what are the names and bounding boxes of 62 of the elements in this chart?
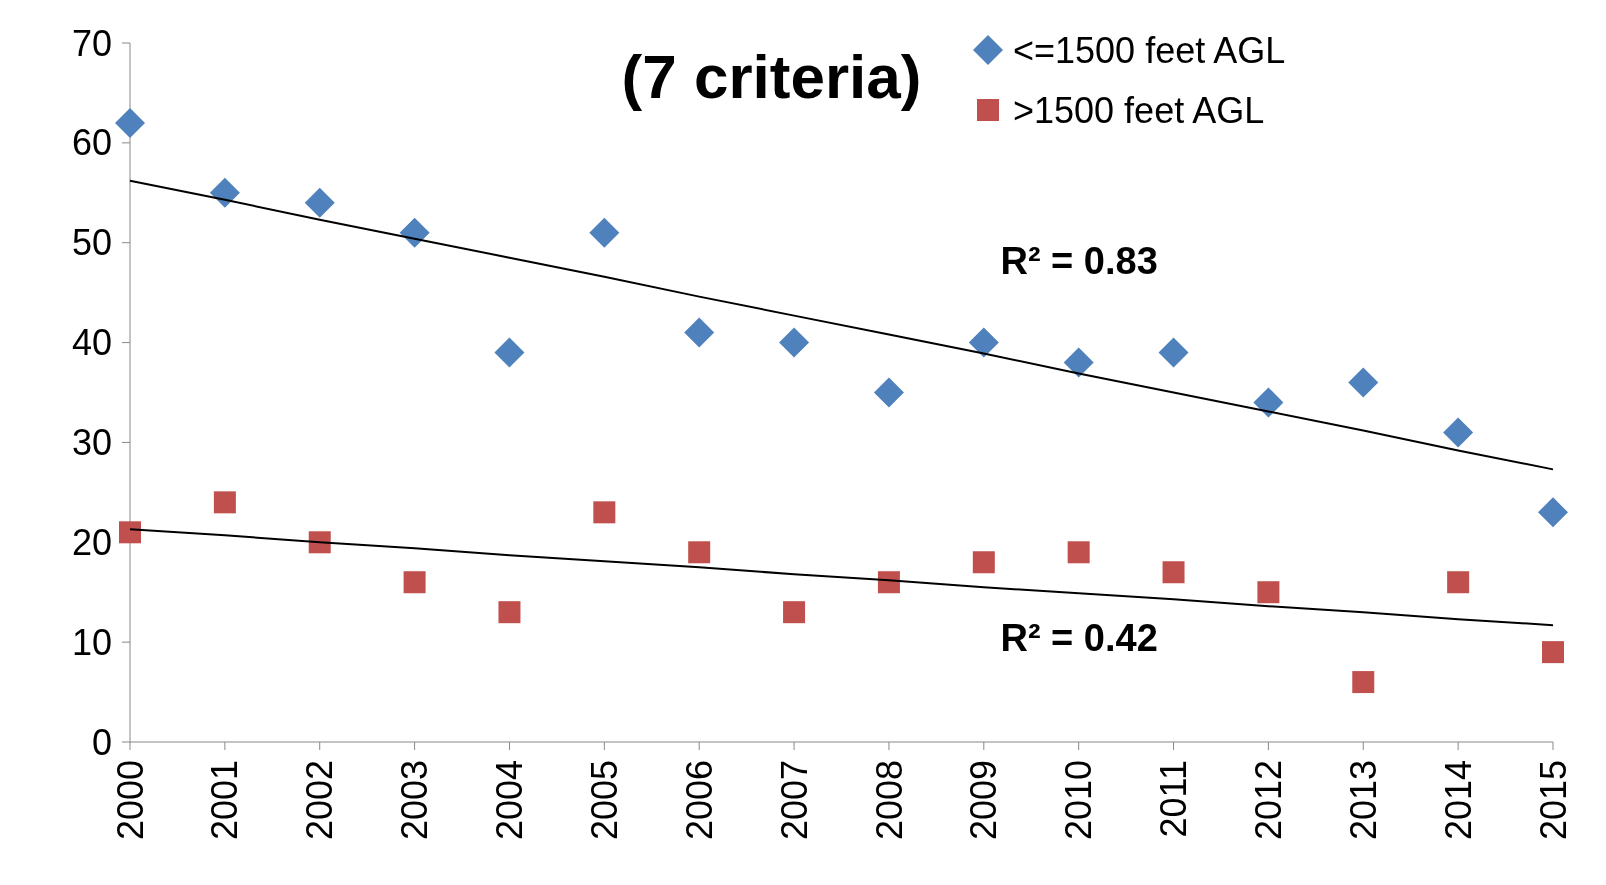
x-tick-label: 2012 bbox=[1248, 760, 1289, 841]
point bbox=[1253, 387, 1284, 418]
point bbox=[1162, 561, 1185, 584]
x-tick-label: 2007 bbox=[773, 760, 815, 841]
point bbox=[498, 601, 521, 624]
x-tick-label: 2000 bbox=[109, 760, 151, 841]
point bbox=[1158, 337, 1189, 368]
point bbox=[1348, 367, 1379, 398]
x-tick-label: 2013 bbox=[1342, 760, 1384, 841]
y-tick-label: 50 bbox=[71, 222, 112, 264]
point bbox=[494, 337, 525, 368]
point bbox=[968, 327, 999, 358]
point bbox=[593, 501, 616, 524]
point bbox=[972, 551, 995, 574]
legend-label: <=1500 feet AGL bbox=[1013, 29, 1286, 71]
point bbox=[115, 107, 145, 138]
point bbox=[1542, 641, 1564, 664]
line-series bbox=[129, 179, 1554, 471]
y-tick-label: 0 bbox=[91, 721, 112, 763]
point bbox=[1257, 581, 1280, 604]
point bbox=[304, 187, 335, 218]
x-tick-label: 2005 bbox=[583, 760, 625, 841]
point bbox=[1447, 571, 1470, 594]
x-tick-label: 2015 bbox=[1532, 760, 1574, 841]
point bbox=[1063, 347, 1094, 378]
x-tick-label: 2009 bbox=[963, 760, 1005, 841]
x-tick-label: 2001 bbox=[204, 760, 246, 841]
y-tick-label: 30 bbox=[71, 422, 112, 464]
point bbox=[873, 377, 904, 408]
x-tick-label: 2004 bbox=[489, 760, 531, 841]
point bbox=[783, 601, 806, 624]
point bbox=[1352, 671, 1375, 694]
annotation: R² = 0.42 bbox=[1000, 617, 1158, 660]
point bbox=[1443, 417, 1474, 448]
point bbox=[779, 327, 810, 358]
point bbox=[403, 571, 426, 594]
x-tick-label: 2014 bbox=[1437, 760, 1479, 841]
annotation: R² = 0.83 bbox=[1000, 239, 1158, 282]
y-tick-label: 10 bbox=[71, 621, 112, 663]
x-tick-label: 2003 bbox=[394, 760, 436, 841]
point bbox=[1538, 497, 1568, 528]
x-tick-label: 2006 bbox=[678, 760, 720, 841]
point bbox=[684, 317, 715, 348]
point bbox=[589, 217, 620, 248]
point bbox=[399, 217, 430, 248]
y-tick-label: 60 bbox=[71, 122, 112, 164]
x-tick-label: 2008 bbox=[868, 760, 910, 841]
chart-title: (7 criteria) bbox=[621, 42, 922, 111]
x-tick-label: 2002 bbox=[299, 760, 341, 841]
point bbox=[119, 521, 141, 544]
legend-label: >1500 feet AGL bbox=[1013, 89, 1265, 131]
point bbox=[213, 491, 236, 514]
point bbox=[209, 177, 240, 208]
point bbox=[1067, 541, 1090, 564]
point bbox=[688, 541, 711, 564]
x-tick-label: 2011 bbox=[1153, 760, 1195, 838]
x-tick-label: 2010 bbox=[1058, 760, 1100, 841]
y-tick-label: 70 bbox=[71, 22, 112, 64]
y-tick-label: 40 bbox=[71, 322, 112, 364]
point bbox=[308, 531, 331, 554]
point bbox=[877, 571, 900, 594]
y-tick-label: 20 bbox=[71, 521, 112, 563]
